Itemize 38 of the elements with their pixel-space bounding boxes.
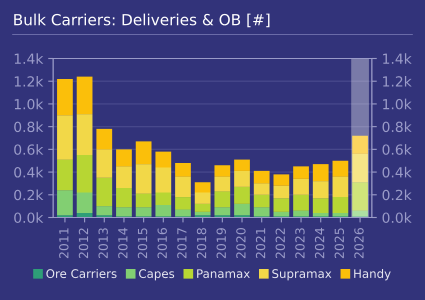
y-tick-label: 1.4k bbox=[14, 53, 44, 64]
x-tick-label: 2022 bbox=[276, 228, 285, 258]
y2-tick-label: 1.0k bbox=[383, 98, 412, 110]
legend-label: Supramax bbox=[272, 269, 332, 280]
x-tick-label: 2020 bbox=[236, 228, 246, 258]
y2-tick-label: 1.4k bbox=[383, 53, 412, 64]
legend-label: Handy bbox=[354, 268, 391, 280]
x-tick-label: 2025 bbox=[334, 228, 344, 258]
x-tick-label: 2015 bbox=[138, 228, 148, 258]
y2-tick-label: 0.6k bbox=[382, 144, 412, 155]
legend-label: Capes bbox=[139, 269, 174, 280]
y-tick-label: 0.2k bbox=[14, 190, 44, 200]
y2-tick-label: 0.2k bbox=[382, 190, 412, 200]
y-tick-label: 0.8k bbox=[14, 121, 44, 132]
y2-tick-label: 0.0k bbox=[382, 212, 412, 223]
x-tick-label: 2011 bbox=[59, 228, 69, 258]
x-tick-label: 2018 bbox=[196, 228, 206, 258]
y-tick-label: 1.0k bbox=[14, 98, 44, 110]
x-tick-label: 2017 bbox=[177, 228, 187, 258]
y2-tick-label: 1.2k bbox=[383, 76, 412, 86]
y-tick-label: 0.0k bbox=[14, 212, 44, 223]
x-tick-label: 2012 bbox=[78, 228, 88, 258]
x-tick-label: 2023 bbox=[295, 228, 305, 258]
x-tick-label: 2024 bbox=[314, 228, 324, 258]
y2-tick-label: 0.4k bbox=[382, 166, 412, 178]
legend-label: Ore Carriers bbox=[46, 268, 117, 278]
legend-label: Panamax bbox=[197, 269, 250, 278]
x-tick-label: 2019 bbox=[216, 228, 226, 258]
chart-title: Bulk Carriers: Deliveries & OB [#] bbox=[14, 14, 270, 28]
y2-tick-label: 0.8k bbox=[382, 121, 412, 132]
y-tick-label: 1.2k bbox=[14, 76, 44, 86]
y-tick-label: 0.6k bbox=[14, 144, 44, 155]
x-tick-label: 2014 bbox=[118, 228, 128, 258]
x-tick-label: 2026 bbox=[354, 228, 364, 258]
x-tick-label: 2016 bbox=[157, 228, 167, 258]
x-tick-label: 2013 bbox=[98, 228, 108, 258]
x-tick-label: 2021 bbox=[256, 228, 266, 258]
y-tick-label: 0.4k bbox=[14, 166, 44, 178]
